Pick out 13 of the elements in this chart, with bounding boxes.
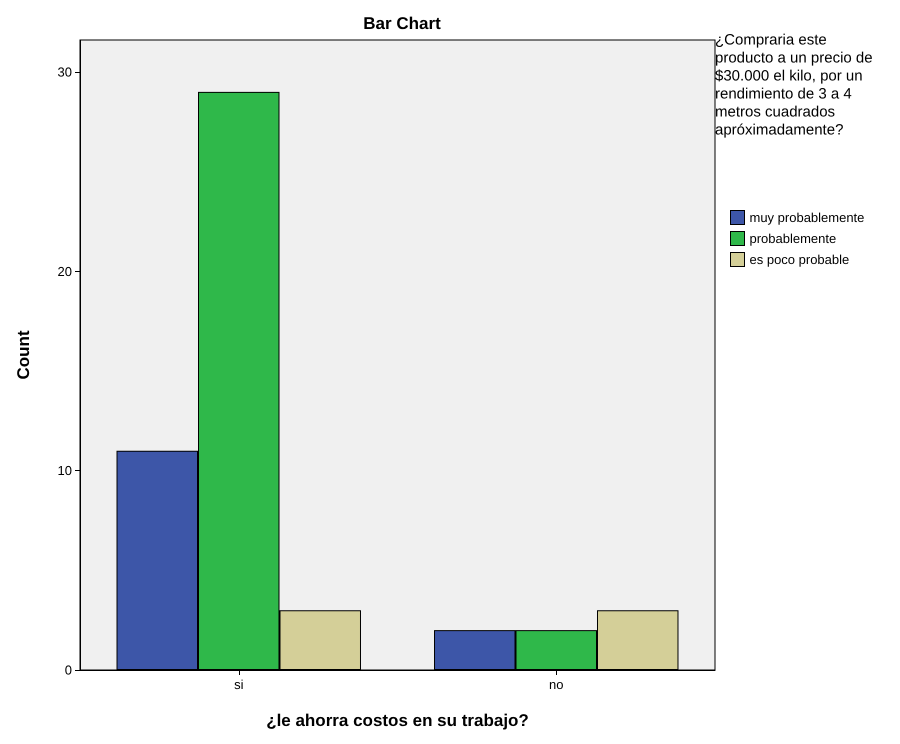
y-tick-label: 0: [64, 662, 72, 678]
y-tick-label: 10: [58, 463, 72, 478]
legend-label: probablemente: [750, 231, 836, 246]
y-tick-label: 30: [58, 64, 72, 80]
x-tick-label: no: [549, 677, 564, 692]
legend-label: es poco probable: [750, 252, 850, 267]
x-tick-label: si: [234, 677, 244, 692]
legend-label: muy probablemente: [750, 210, 864, 225]
legend-title: ¿Compraria este producto a un precio de $30.000 el kilo, por un rendimiento de 3 a 4 metros cuadrados apróximadamente?: [715, 32, 877, 138]
chart-title: Bar Chart: [363, 14, 442, 33]
x-axis-title: ¿le ahorra costos en su trabajo?: [266, 711, 529, 730]
y-axis-title: Count: [14, 330, 33, 380]
y-tick-label: 20: [58, 264, 72, 279]
